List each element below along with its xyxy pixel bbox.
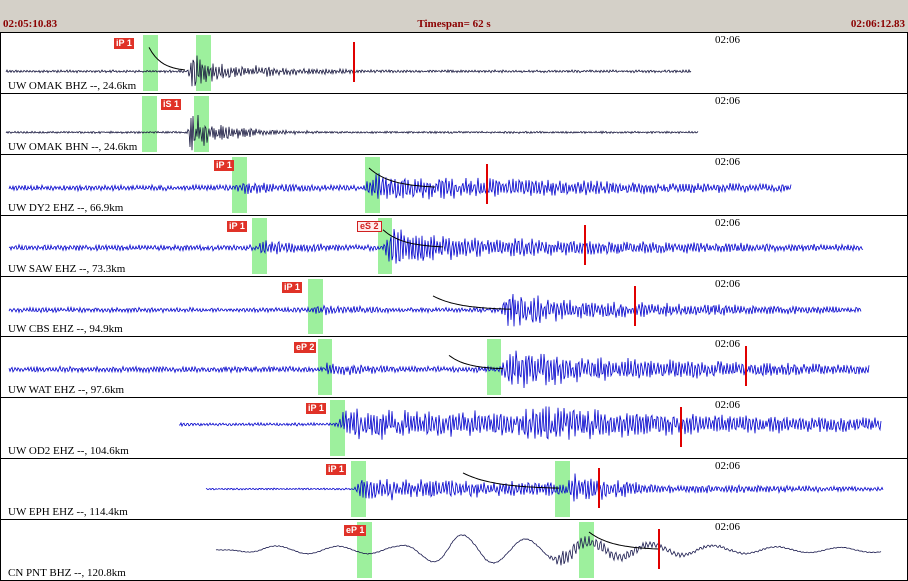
phase-pick-label[interactable]: iP 1 [214,159,234,171]
waveform-canvas [5,47,692,87]
trace-panel[interactable]: 02:06 UW OMAK BHN --, 24.6km iS 1 [0,93,908,155]
minute-mark-label: 02:06 [715,521,741,534]
station-label: UW EPH EHZ --, 114.4km [8,506,128,519]
pick-window-band[interactable] [330,400,345,457]
waveform-canvas [8,167,792,200]
waveform-trace [5,114,699,151]
station-label: UW OMAK BHN --, 24.6km [8,140,138,153]
station-label: CN PNT BHZ --, 120.8km [8,567,126,580]
phase-pick-label[interactable]: iP 1 [282,281,302,293]
phase-pick-label[interactable]: iP 1 [114,38,134,49]
waveform-canvas [8,228,864,264]
waveform-canvas [215,531,882,566]
station-label: UW DY2 EHZ --, 66.9km [8,201,124,214]
minute-mark-label: 02:06 [715,94,741,107]
coda-decay-curve [148,47,186,71]
phase-pick-label[interactable]: eP 1 [344,525,367,537]
trace-panel[interactable]: 02:06 UW CBS EHZ --, 94.9km iP 1 [0,276,908,338]
trace-panel[interactable]: 02:06 UW OMAK BHZ --, 24.6km iP 1 [0,33,908,94]
waveform-canvas [205,472,884,502]
pick-window-band[interactable] [232,156,247,213]
pick-window-band[interactable] [579,522,594,579]
station-label: UW OD2 EHZ --, 104.6km [8,445,129,458]
trace-panel[interactable]: 02:06 UW DY2 EHZ --, 66.9km iP 1 [0,154,908,216]
coda-decay-curve [368,167,436,188]
waveform-trace [8,351,870,389]
amplitude-pick-marker[interactable] [680,407,682,448]
waveform-trace [215,534,882,566]
phase-pick-label[interactable]: eS 2 [357,220,382,232]
waveform-canvas [178,406,882,441]
trace-panel[interactable]: 02:06 UW EPH EHZ --, 114.4km iP 1 [0,459,908,521]
pick-window-band[interactable] [142,95,157,152]
station-label: UW WAT EHZ --, 97.6km [8,384,125,397]
pick-window-band[interactable] [308,278,323,335]
coda-decay-curve [382,229,444,248]
minute-mark-label: 02:06 [715,338,741,351]
coda-decay-curve [448,355,504,370]
minute-mark-label: 02:06 [715,277,741,290]
coda-decay-curve [462,472,560,489]
window-start-time: 02:05:10.83 [3,18,58,30]
amplitude-pick-marker[interactable] [598,468,600,509]
phase-pick-label[interactable]: eP 2 [294,342,317,354]
pick-window-band[interactable] [196,35,211,91]
minute-mark-label: 02:06 [715,399,741,412]
event-header-line: 61074571 UW Sep 04, 2015 02:05:16.32 48.… [0,0,908,17]
timespan-label: Timespan= 62 s [417,18,491,30]
amplitude-pick-marker[interactable] [745,346,747,387]
pick-window-band[interactable] [318,339,332,396]
minute-mark-label: 02:06 [715,216,741,229]
station-label: UW CBS EHZ --, 94.9km [8,323,123,336]
amplitude-pick-marker[interactable] [658,529,660,570]
phase-pick-label[interactable]: iP 1 [306,403,326,415]
phase-pick-label[interactable]: iP 1 [227,220,247,232]
waveform-trace [178,406,882,441]
trace-panel[interactable]: 02:06 CN PNT BHZ --, 120.8km eP 1 [0,520,908,581]
amplitude-pick-marker[interactable] [634,285,636,326]
phase-pick-label[interactable]: iP 1 [326,464,346,476]
minute-mark-label: 02:06 [715,34,741,46]
waveform-canvas [5,114,699,151]
minute-mark-label: 02:06 [715,460,741,473]
waveform-canvas [8,293,862,326]
pick-window-band[interactable] [194,95,209,152]
coda-decay-curve [432,295,511,310]
pick-window-band[interactable] [351,461,366,518]
window-end-time: 02:06:12.83 [850,18,905,30]
pick-window-band[interactable] [143,35,158,91]
time-window-bar: 02:05:10.83 Timespan= 62 s 02:06:12.83 [0,17,908,32]
trace-panel[interactable]: 02:06 UW WAT EHZ --, 97.6km eP 2 [0,337,908,399]
waveform-trace [8,173,792,200]
coda-decay-curve [588,531,659,550]
station-label: UW OMAK BHZ --, 24.6km [8,79,137,92]
station-label: UW SAW EHZ --, 73.3km [8,262,126,275]
trace-panel[interactable]: 02:06 UW SAW EHZ --, 73.3km iP 1 eS 2 [0,215,908,277]
amplitude-pick-marker[interactable] [353,42,355,82]
minute-mark-label: 02:06 [715,155,741,168]
amplitude-pick-marker[interactable] [486,163,488,204]
waveform-trace [205,473,884,502]
waveform-trace [5,55,692,87]
waveform-canvas [8,351,870,389]
amplitude-pick-marker[interactable] [584,224,586,265]
trace-list: 02:06 UW OMAK BHZ --, 24.6km iP 1 02:06 … [0,32,908,581]
waveform-trace [8,228,864,264]
waveform-trace [8,293,862,326]
trace-panel[interactable]: 02:06 UW OD2 EHZ --, 104.6km iP 1 [0,398,908,460]
phase-pick-label[interactable]: iS 1 [161,98,182,110]
